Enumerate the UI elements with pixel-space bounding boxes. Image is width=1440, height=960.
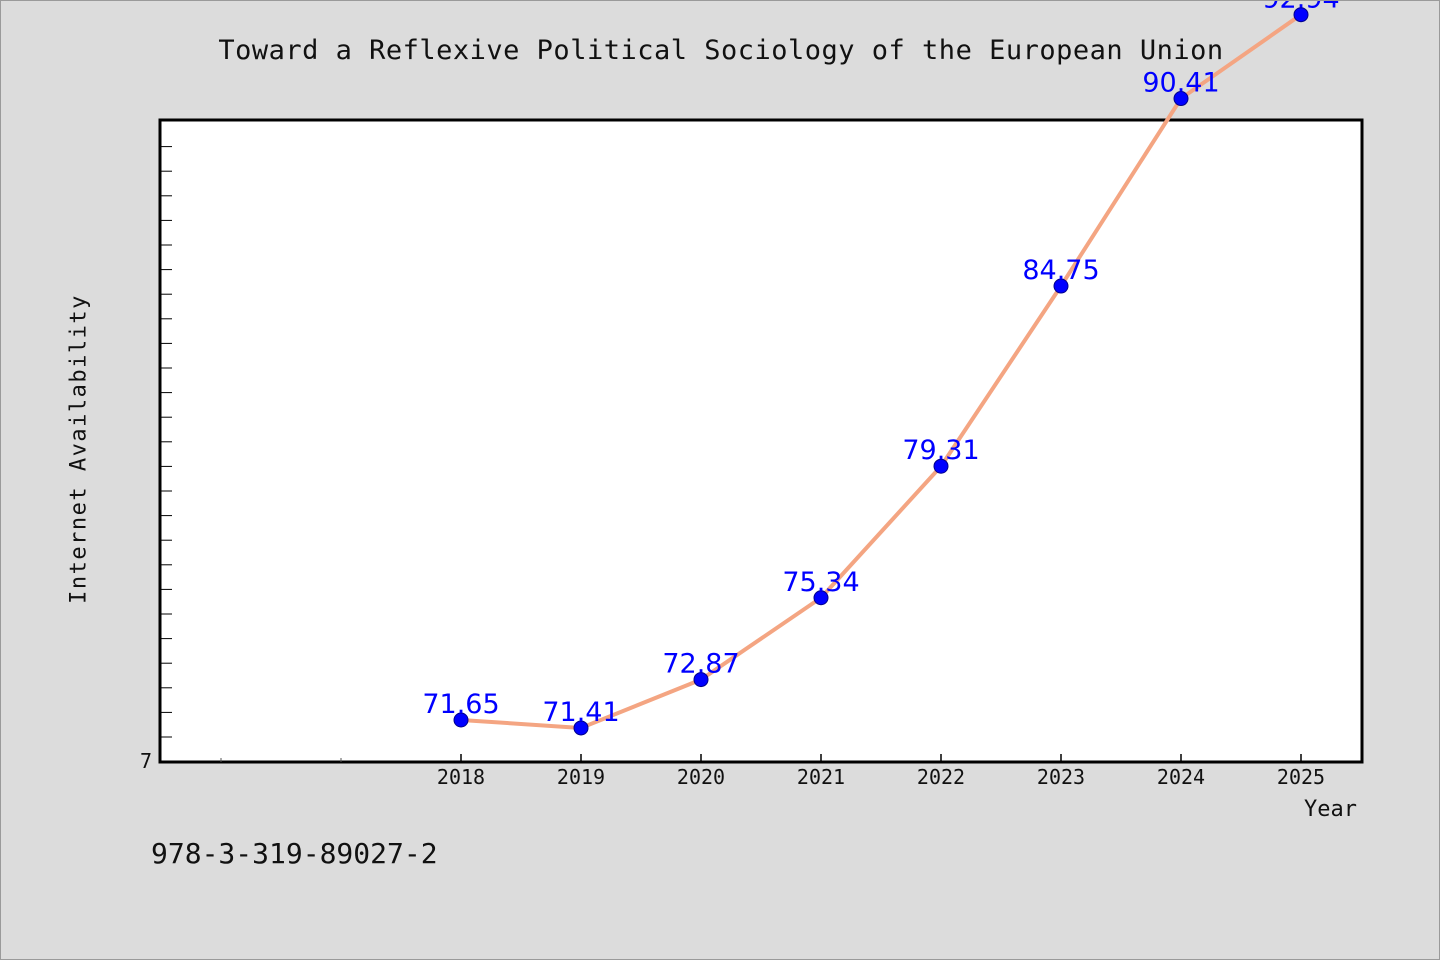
data-label: 71.65 [422, 689, 499, 720]
plot-frame [158, 118, 1364, 764]
y-axis-tick-labels: 7 [140, 749, 152, 773]
data-label: 92.94 [1262, 1, 1339, 15]
chart-footer-isbn: 978-3-319-89027-2 [151, 837, 438, 870]
series-line [460, 13, 1303, 730]
data-label: 72.87 [662, 649, 739, 680]
data-labels-group: 71.65 71.41 72.87 75.34 79.31 84.75 90.41 92.94 [422, 1, 1339, 728]
data-point [573, 720, 589, 736]
y-tick-label: 7 [140, 749, 152, 773]
x-tick-label: 2025 [1277, 765, 1325, 789]
data-label: 71.41 [542, 697, 619, 728]
data-label: 84.75 [1022, 255, 1099, 286]
x-tick-label: 2021 [797, 765, 845, 789]
x-tick-label: 2024 [1157, 765, 1205, 789]
data-point [1293, 7, 1309, 23]
data-point [693, 672, 709, 688]
x-tick-label: 2020 [677, 765, 725, 789]
data-point [933, 458, 949, 474]
x-tick-label: 2018 [437, 765, 485, 789]
x-tick-label: 2023 [1037, 765, 1085, 789]
x-axis-label: Year [1304, 797, 1357, 822]
series-points-group [453, 7, 1309, 736]
data-label: 79.31 [902, 435, 979, 466]
data-point [1053, 278, 1069, 294]
data-label: 90.41 [1142, 68, 1219, 99]
x-tick-label: 2019 [557, 765, 605, 789]
data-point [453, 712, 469, 728]
y-axis-minor-ticks [160, 146, 342, 762]
series-line-group [460, 13, 1303, 730]
data-point [813, 590, 829, 606]
data-point [1173, 91, 1189, 107]
data-label: 75.34 [782, 567, 859, 598]
x-axis-ticks: 2018 2019 2020 2021 2022 2023 2024 2025 [437, 754, 1325, 789]
chart-title: Toward a Reflexive Political Sociology o… [218, 35, 1224, 66]
x-tick-label: 2022 [917, 765, 965, 789]
